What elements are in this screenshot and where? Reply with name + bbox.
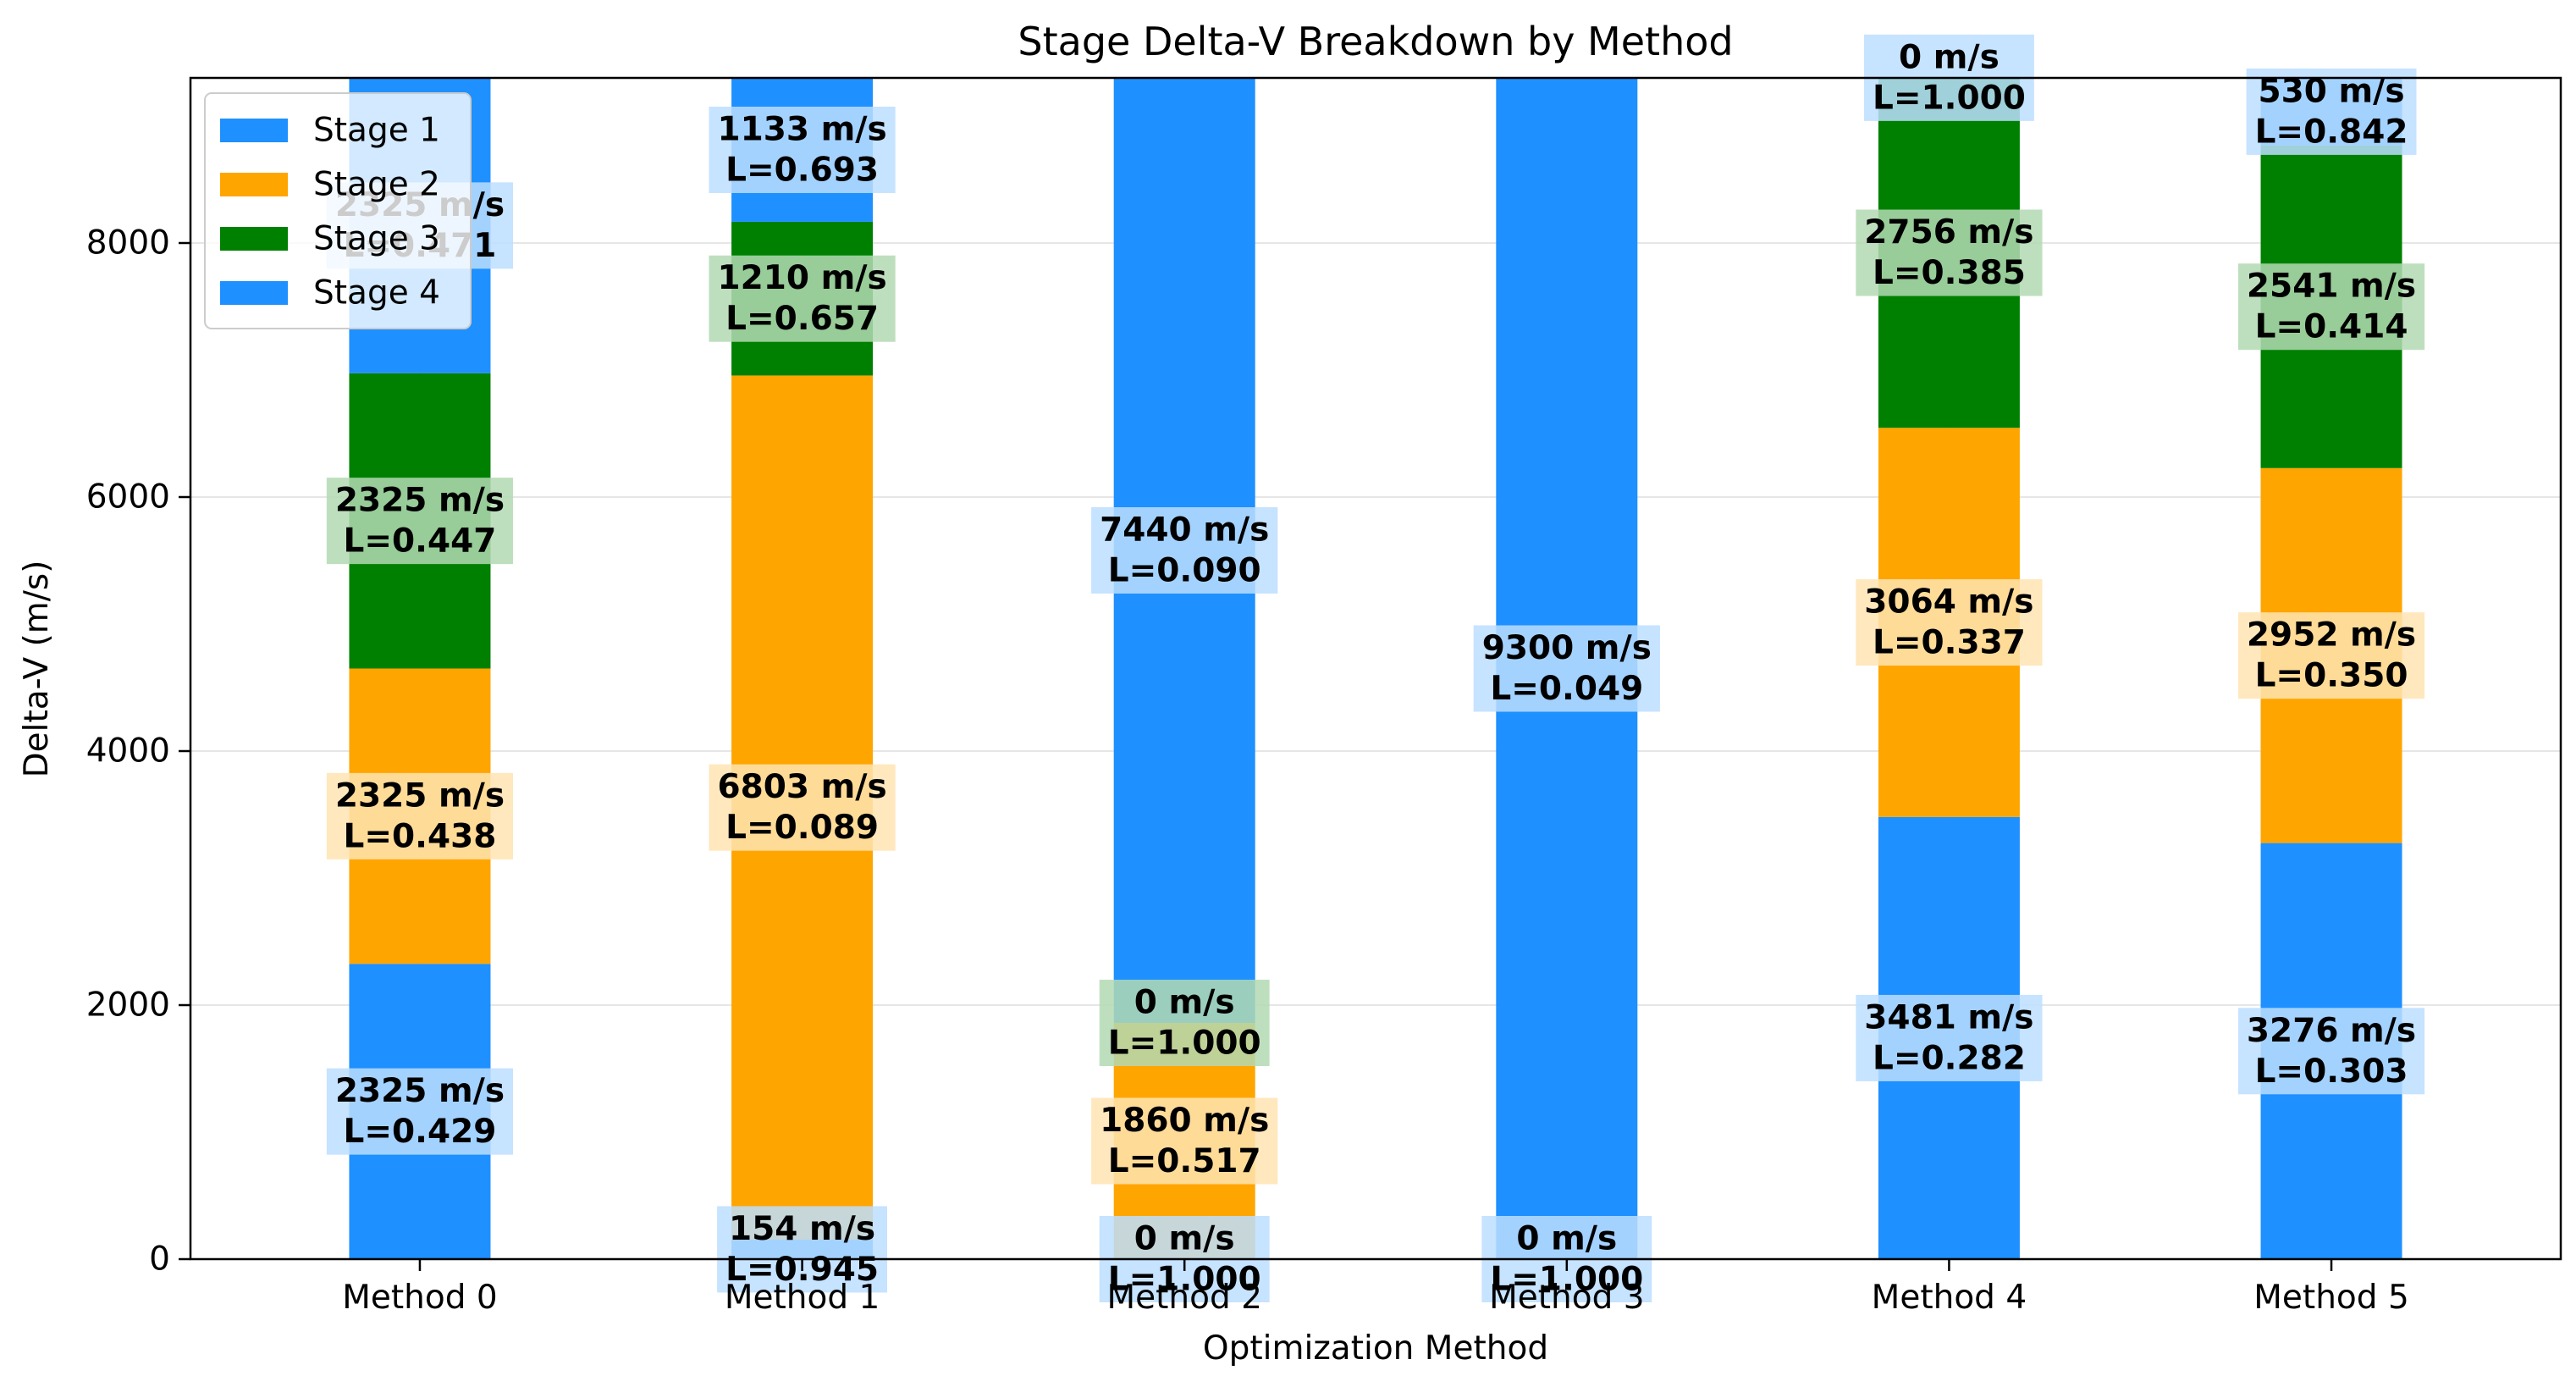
legend-swatch-stage-3	[220, 227, 288, 251]
legend-label-stage-3: Stage 3	[313, 220, 440, 258]
bars	[349, 78, 2402, 1259]
data-label-stage-4-method-1-group: 1133 m/s L=0.693	[709, 106, 896, 193]
data-label-box	[1091, 507, 1278, 594]
data-label-stage-1-method-5-group: 3276 m/s L=0.303	[2237, 1008, 2425, 1095]
data-labels: 2325 m/s L=0.429 2325 m/s L=0.438 2325 m/s L=…	[326, 34, 2425, 1302]
x-axis-label: Optimization Method	[1203, 1329, 1548, 1368]
data-label-box	[2237, 1008, 2425, 1095]
x-tick-label: Method 4	[1872, 1279, 2027, 1317]
data-label-stage-2-method-0-group: 2325 m/s L=0.438	[326, 772, 514, 859]
legend-swatch-stage-2	[220, 173, 288, 196]
data-label-stage-2-method-1-group: 6803 m/s L=0.089	[709, 764, 896, 851]
data-label-stage-1-method-1-group: 154 m/s L=0.945	[717, 1206, 888, 1293]
data-label-stage-1-method-4: 3481 m/s L=0.282	[1864, 998, 2033, 1077]
data-label-stage-2-method-5: 2952 m/s L=0.350	[2247, 616, 2416, 695]
y-axis-label: Delta-V (m/s)	[18, 561, 56, 778]
data-label-stage-2-method-2: 1860 m/s L=0.517	[1100, 1102, 1269, 1180]
x-tick-label: Method 2	[1106, 1279, 1261, 1317]
data-label-stage-3-method-1: 1210 m/s L=0.657	[717, 259, 886, 338]
data-label-stage-1-method-1: 154 m/s L=0.945	[725, 1210, 879, 1289]
data-label-stage-2-method-1: 6803 m/s L=0.089	[717, 768, 886, 847]
x-tick-label: Method 5	[2253, 1279, 2408, 1317]
data-label-stage-1-method-2: 0 m/s L=1.000	[1108, 1220, 1261, 1299]
data-label-stage-4-method-2: 7440 m/s L=0.090	[1100, 511, 1269, 590]
data-label-box	[2237, 263, 2425, 351]
data-label-stage-1-method-5: 3276 m/s L=0.303	[2247, 1012, 2416, 1091]
data-label-stage-4-method-1: 1133 m/s L=0.693	[717, 110, 886, 189]
y-tick-label: 0	[149, 1241, 170, 1279]
data-label-stage-4-method-2-group: 7440 m/s L=0.090	[1091, 507, 1278, 594]
legend-label-stage-2: Stage 2	[313, 166, 440, 204]
data-label-stage-2-method-4: 3064 m/s L=0.337	[1864, 583, 2033, 662]
y-tick-label: 4000	[86, 732, 170, 771]
legend-label-stage-4: Stage 4	[313, 274, 440, 312]
grid	[190, 78, 2561, 1260]
chart-title: Stage Delta-V Breakdown by Method	[1018, 19, 1733, 64]
data-label-box	[2246, 68, 2417, 155]
x-tick-label: Method 0	[342, 1279, 497, 1317]
data-label-box	[709, 764, 896, 851]
data-label-stage-2-method-4-group: 3064 m/s L=0.337	[1856, 579, 2043, 666]
data-label-stage-1-method-2-group: 0 m/s L=1.000	[1099, 1216, 1270, 1302]
data-label-stage-1-method-0-group: 2325 m/s L=0.429	[326, 1068, 514, 1155]
data-label-stage-3-method-2: 0 m/s L=1.000	[1108, 984, 1261, 1063]
data-label-stage-1-method-3: 0 m/s L=1.000	[1490, 1220, 1643, 1299]
data-label-box	[1099, 980, 1270, 1066]
data-label-stage-3-method-4-group: 2756 m/s L=0.385	[1856, 209, 2043, 296]
legend-swatch-stage-4	[220, 281, 288, 305]
data-label-stage-4-method-5-group: 530 m/s L=0.842	[2246, 68, 2417, 155]
data-label-stage-3-method-1-group: 1210 m/s L=0.657	[709, 255, 896, 342]
plot-frame	[189, 76, 2562, 1261]
data-label-box	[326, 1068, 514, 1155]
data-label-stage-3-method-5-group: 2541 m/s L=0.414	[2237, 263, 2425, 351]
legend: Stage 1 Stage 2 Stage 3 Stage 4	[204, 92, 472, 329]
data-label-stage-3-method-4: 2756 m/s L=0.385	[1864, 213, 2033, 292]
data-label-stage-1-method-4-group: 3481 m/s L=0.282	[1856, 994, 2043, 1081]
data-label-box	[326, 772, 514, 859]
data-label-stage-3-method-2-group: 0 m/s L=1.000	[1099, 980, 1270, 1066]
data-label-box	[709, 106, 896, 193]
data-label-box	[1856, 579, 2043, 666]
data-label-box	[1473, 625, 1660, 712]
data-label-stage-2-method-0: 2325 m/s L=0.438	[335, 776, 505, 855]
legend-label-stage-1: Stage 1	[313, 112, 440, 150]
data-label-box	[1856, 994, 2043, 1081]
data-label-stage-2-method-2-group: 1860 m/s L=0.517	[1091, 1097, 1278, 1185]
data-label-box	[1856, 209, 2043, 296]
y-tick-label: 2000	[86, 986, 170, 1025]
data-label-box	[717, 1206, 888, 1293]
data-label-stage-4-method-3: 9300 m/s L=0.049	[1482, 629, 1652, 708]
data-label-stage-3-method-0: 2325 m/s L=0.447	[335, 482, 505, 561]
data-label-stage-4-method-4: 0 m/s L=1.000	[1873, 38, 2026, 117]
data-label-box	[1091, 1097, 1278, 1185]
legend-box	[204, 92, 472, 329]
legend-swatch-stage-1	[220, 119, 288, 142]
data-label-stage-3-method-5: 2541 m/s L=0.414	[2247, 268, 2416, 346]
x-tick-label: Method 3	[1489, 1279, 1644, 1317]
x-axis-ticks: Method 0 Method 1 Method 2 Method 3 Method 4…	[342, 1259, 2409, 1317]
data-label-box	[709, 255, 896, 342]
data-label-box	[2237, 612, 2425, 699]
data-label-stage-4-method-3-group: 9300 m/s L=0.049	[1473, 625, 1660, 712]
x-tick-label: Method 1	[725, 1279, 880, 1317]
y-tick-label: 8000	[86, 224, 170, 262]
data-label-stage-3-method-0-group: 2325 m/s L=0.447	[326, 478, 514, 565]
y-axis-ticks: 0 2000 4000 6000 8000	[86, 224, 190, 1279]
data-label-box	[326, 478, 514, 565]
data-label-stage-1-method-0: 2325 m/s L=0.429	[335, 1072, 505, 1151]
y-tick-label: 6000	[86, 478, 170, 517]
data-label-stage-2-method-5-group: 2952 m/s L=0.350	[2237, 612, 2425, 699]
